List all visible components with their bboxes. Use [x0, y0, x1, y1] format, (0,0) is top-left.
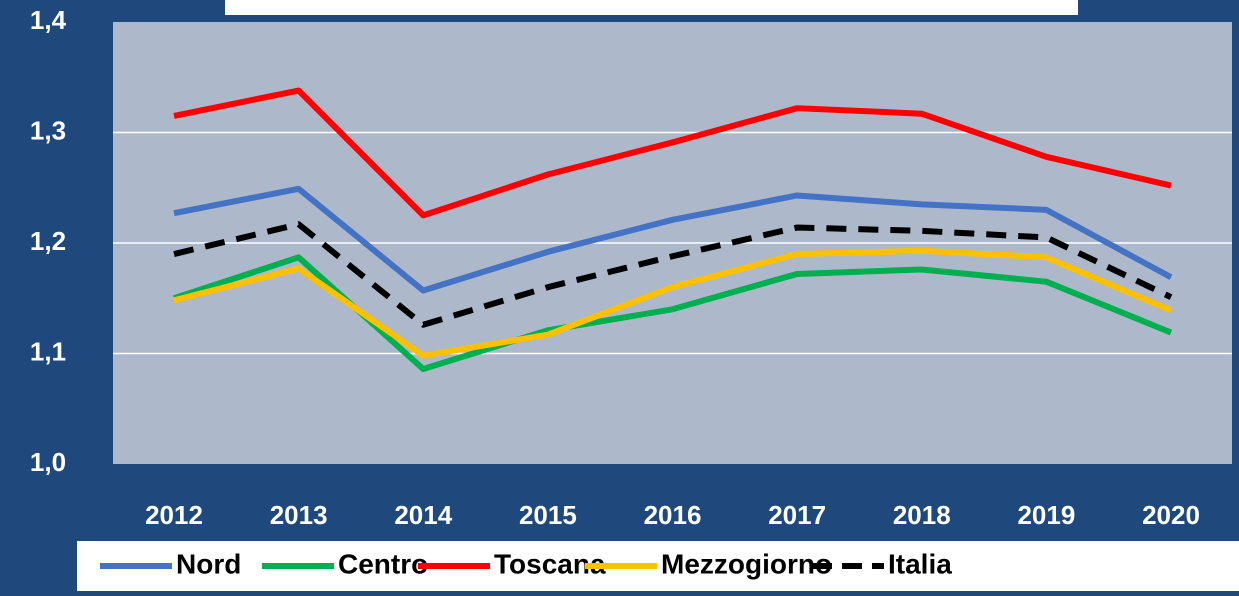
y-tick-label: 1,0 [30, 447, 66, 477]
y-tick-label: 1,1 [30, 336, 66, 366]
title-box [225, 0, 1078, 15]
x-tick-label: 2014 [394, 500, 452, 530]
x-tick-label: 2015 [519, 500, 577, 530]
y-tick-label: 1,4 [30, 5, 67, 35]
legend-label: Italia [888, 548, 952, 579]
legend-box [77, 541, 1239, 591]
x-tick-label: 2019 [1017, 500, 1075, 530]
y-tick-label: 1,3 [30, 115, 66, 145]
legend-label: Centro [338, 548, 428, 579]
x-tick-label: 2016 [644, 500, 702, 530]
legend-label: Mezzogiorno [661, 548, 832, 579]
legend-label: Nord [176, 548, 241, 579]
series-line [173, 247, 1173, 359]
x-tick-label: 2020 [1142, 500, 1200, 530]
x-tick-label: 2013 [270, 500, 328, 530]
series-line [173, 221, 1173, 328]
series-line [173, 87, 1172, 219]
x-tick-label: 2012 [145, 500, 203, 530]
x-tick-label: 2018 [893, 500, 951, 530]
x-tick-label: 2017 [768, 500, 826, 530]
series-line [173, 185, 1173, 294]
y-tick-label: 1,2 [30, 226, 66, 256]
